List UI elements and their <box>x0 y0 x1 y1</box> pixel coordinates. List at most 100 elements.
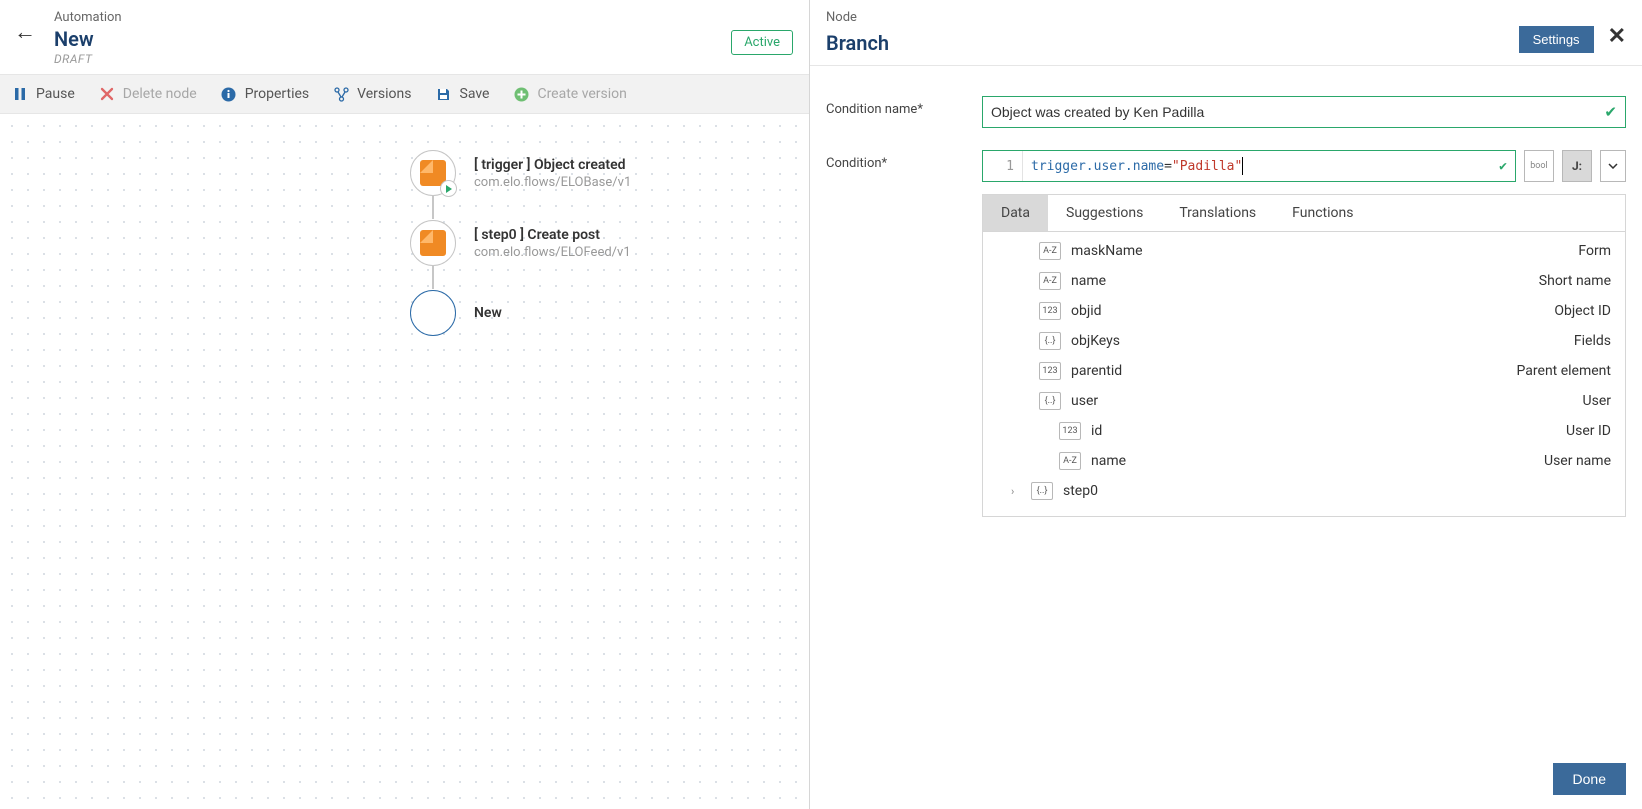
code-token-equals: = <box>1164 159 1172 174</box>
pause-icon <box>12 86 28 102</box>
document-icon <box>420 230 446 256</box>
node-title: New <box>474 305 502 321</box>
condition-name-label: Condition name* <box>826 96 982 117</box>
flow-node-new[interactable]: New <box>410 290 502 336</box>
node-breadcrumb: Node <box>826 10 1519 25</box>
flow-connector <box>432 196 434 219</box>
chevron-down-icon <box>1608 163 1618 169</box>
create-version-label: Create version <box>537 86 626 102</box>
delete-icon <box>99 86 115 102</box>
properties-button[interactable]: Properties <box>221 86 309 102</box>
flow-canvas[interactable]: [ trigger ] Object created com.elo.flows… <box>0 114 809 809</box>
line-number: 1 <box>983 151 1023 181</box>
data-description: User name <box>1544 453 1611 469</box>
data-key: name <box>1091 453 1534 469</box>
type-badge: {..} <box>1039 392 1061 410</box>
data-tree-item[interactable]: › {..} step0 <box>983 476 1625 506</box>
play-badge-icon <box>440 180 457 197</box>
draft-status: DRAFT <box>54 52 719 66</box>
data-key: step0 <box>1063 483 1601 499</box>
data-tree-item[interactable]: A-Z name Short name <box>983 266 1625 296</box>
text-cursor <box>1242 157 1243 175</box>
condition-name-input[interactable] <box>991 104 1604 120</box>
save-button[interactable]: Save <box>436 86 490 102</box>
save-label: Save <box>460 86 490 102</box>
data-description: Form <box>1578 243 1611 259</box>
data-tree-item[interactable]: A-Z maskName Form <box>983 236 1625 266</box>
tab-data[interactable]: Data <box>983 195 1048 231</box>
active-badge: Active <box>731 30 793 55</box>
page-title: New <box>54 27 719 51</box>
node-title: Branch <box>826 31 1519 55</box>
properties-label: Properties <box>245 86 309 102</box>
flow-node-step0[interactable]: [ step0 ] Create post com.elo.flows/ELOF… <box>410 220 631 266</box>
data-description: User ID <box>1566 423 1611 439</box>
data-tree-item[interactable]: 123 objid Object ID <box>983 296 1625 326</box>
code-token-string: "Padilla" <box>1172 159 1242 174</box>
data-description: Short name <box>1539 273 1611 289</box>
data-key: objid <box>1071 303 1544 319</box>
data-key: objKeys <box>1071 333 1564 349</box>
chevron-right-icon: › <box>1011 485 1021 498</box>
settings-button[interactable]: Settings <box>1519 26 1594 53</box>
mode-bool-button[interactable]: bool <box>1524 150 1554 182</box>
node-subtitle: com.elo.flows/ELOBase/v1 <box>474 175 631 190</box>
delete-node-label: Delete node <box>123 86 197 102</box>
mode-dropdown-button[interactable] <box>1600 150 1626 182</box>
node-subtitle: com.elo.flows/ELOFeed/v1 <box>474 245 631 260</box>
data-key: id <box>1091 423 1556 439</box>
create-version-button[interactable]: Create version <box>513 86 626 102</box>
node-title: [ trigger ] Object created <box>474 157 631 173</box>
data-tree-item[interactable]: 123 id User ID <box>983 416 1625 446</box>
data-tree-item[interactable]: {..} user User <box>983 386 1625 416</box>
data-tree-item[interactable]: 123 parentid Parent element <box>983 356 1625 386</box>
type-badge: 123 <box>1039 362 1061 380</box>
delete-node-button[interactable]: Delete node <box>99 86 197 102</box>
type-badge: 123 <box>1039 302 1061 320</box>
node-title: [ step0 ] Create post <box>474 227 631 243</box>
check-icon: ✔ <box>1499 159 1507 174</box>
back-arrow-icon[interactable]: ← <box>8 10 42 56</box>
type-badge: A-Z <box>1039 242 1061 260</box>
versions-label: Versions <box>357 86 411 102</box>
suggestion-panel: Data Suggestions Translations Functions … <box>982 194 1626 517</box>
breadcrumb: Automation <box>54 10 719 25</box>
mode-js-button[interactable]: J: <box>1562 150 1592 182</box>
data-key: maskName <box>1071 243 1568 259</box>
versions-icon <box>333 86 349 102</box>
condition-code-input[interactable]: 1 trigger.user.name="Padilla" ✔ <box>982 150 1516 182</box>
tab-translations[interactable]: Translations <box>1161 195 1274 231</box>
flow-node-trigger[interactable]: [ trigger ] Object created com.elo.flows… <box>410 150 631 196</box>
versions-button[interactable]: Versions <box>333 86 411 102</box>
type-badge: A-Z <box>1059 452 1081 470</box>
type-badge: 123 <box>1059 422 1081 440</box>
close-icon[interactable]: ✕ <box>1608 26 1626 48</box>
pause-button[interactable]: Pause <box>12 86 75 102</box>
check-icon: ✔ <box>1604 103 1617 121</box>
info-icon <box>221 86 237 102</box>
plus-circle-icon <box>513 86 529 102</box>
data-tree-item[interactable]: {..} objKeys Fields <box>983 326 1625 356</box>
condition-label: Condition* <box>826 150 982 171</box>
data-key: parentid <box>1071 363 1507 379</box>
data-key: user <box>1071 393 1573 409</box>
type-badge: {..} <box>1039 332 1061 350</box>
tab-suggestions[interactable]: Suggestions <box>1048 195 1161 231</box>
pause-label: Pause <box>36 86 75 102</box>
data-description: Object ID <box>1554 303 1611 319</box>
right-header: Node Branch Settings ✕ <box>810 0 1642 63</box>
type-badge: {..} <box>1031 482 1053 500</box>
flow-connector <box>432 266 434 289</box>
data-description: Fields <box>1574 333 1611 349</box>
left-header: ← Automation New DRAFT Active <box>0 0 809 74</box>
data-description: Parent element <box>1517 363 1611 379</box>
done-button[interactable]: Done <box>1553 763 1626 795</box>
tab-functions[interactable]: Functions <box>1274 195 1371 231</box>
toolbar: Pause Delete node Properties Versions Sa… <box>0 74 809 114</box>
data-tree-item[interactable]: A-Z name User name <box>983 446 1625 476</box>
type-badge: A-Z <box>1039 272 1061 290</box>
data-key: name <box>1071 273 1529 289</box>
save-icon <box>436 86 452 102</box>
code-token-property: trigger.user.name <box>1031 159 1164 174</box>
data-description: User <box>1583 393 1611 409</box>
